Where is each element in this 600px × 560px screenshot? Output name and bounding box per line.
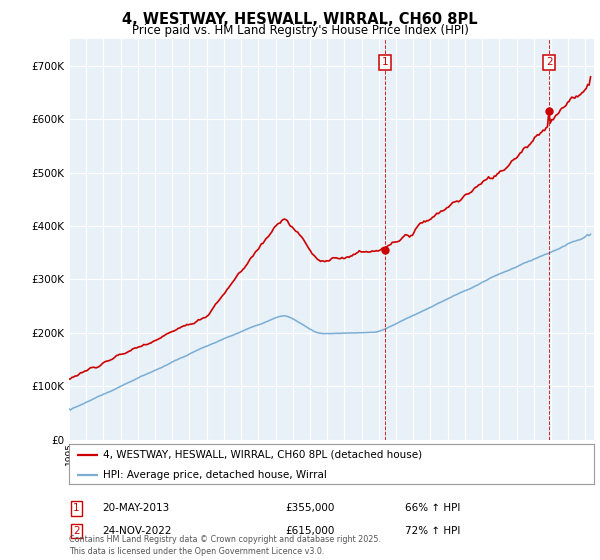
Text: Contains HM Land Registry data © Crown copyright and database right 2025.
This d: Contains HM Land Registry data © Crown c… bbox=[69, 535, 381, 556]
Text: 72% ↑ HPI: 72% ↑ HPI bbox=[405, 526, 460, 536]
Text: 4, WESTWAY, HESWALL, WIRRAL, CH60 8PL: 4, WESTWAY, HESWALL, WIRRAL, CH60 8PL bbox=[122, 12, 478, 27]
Text: 66% ↑ HPI: 66% ↑ HPI bbox=[405, 503, 460, 514]
Text: 4, WESTWAY, HESWALL, WIRRAL, CH60 8PL (detached house): 4, WESTWAY, HESWALL, WIRRAL, CH60 8PL (d… bbox=[103, 450, 422, 460]
Text: 2: 2 bbox=[73, 526, 80, 536]
Text: HPI: Average price, detached house, Wirral: HPI: Average price, detached house, Wirr… bbox=[103, 470, 327, 480]
Text: 2: 2 bbox=[546, 57, 553, 67]
Text: 1: 1 bbox=[382, 57, 389, 67]
Text: 24-NOV-2022: 24-NOV-2022 bbox=[102, 526, 172, 536]
Text: £355,000: £355,000 bbox=[285, 503, 334, 514]
Text: £615,000: £615,000 bbox=[285, 526, 334, 536]
Text: 1: 1 bbox=[73, 503, 80, 514]
Text: 20-MAY-2013: 20-MAY-2013 bbox=[102, 503, 169, 514]
Text: Price paid vs. HM Land Registry's House Price Index (HPI): Price paid vs. HM Land Registry's House … bbox=[131, 24, 469, 37]
